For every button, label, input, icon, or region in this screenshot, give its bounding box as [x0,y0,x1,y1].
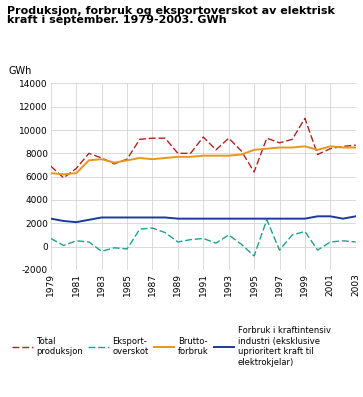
Legend: Total
produksjon, Eksport-
overskot, Brutto-
forbruk, Forbruk i kraftintensiv
in: Total produksjon, Eksport- overskot, Bru… [12,326,331,366]
Text: GWh: GWh [8,66,32,76]
Text: kraft i september. 1979-2003. GWh: kraft i september. 1979-2003. GWh [7,15,227,25]
Text: Produksjon, forbruk og eksportoverskot av elektrisk: Produksjon, forbruk og eksportoverskot a… [7,6,335,16]
